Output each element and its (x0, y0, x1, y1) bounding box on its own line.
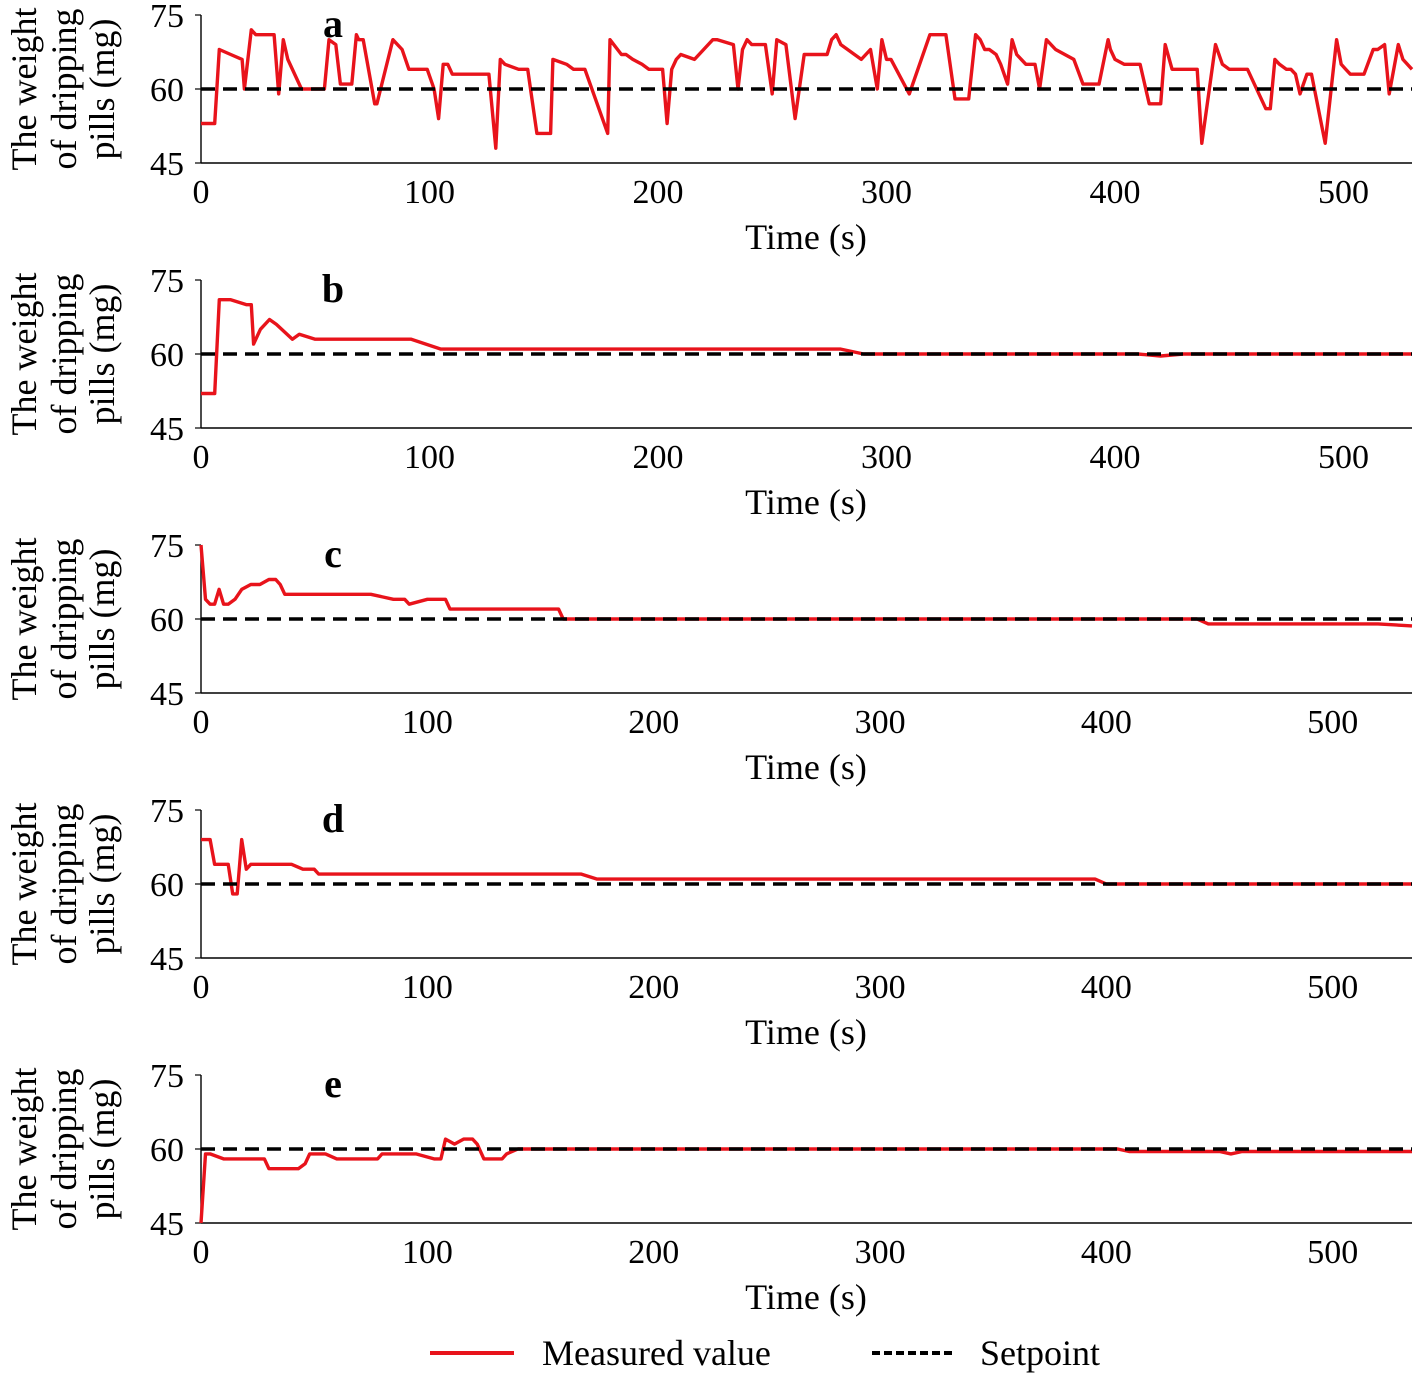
y-tick-label: 45 (150, 941, 184, 978)
legend-label-setpoint: Setpoint (980, 1333, 1101, 1373)
x-tick-label: 100 (402, 1234, 453, 1271)
y-tick-label: 45 (150, 146, 184, 183)
x-tick-label: 200 (628, 969, 679, 1006)
x-tick-label: 400 (1089, 174, 1140, 211)
measured-value-line (201, 837, 1412, 896)
y-axis-title-line: of dripping (44, 274, 84, 435)
y-tick-label: 60 (150, 602, 184, 639)
x-tick-label: 500 (1307, 1234, 1358, 1271)
x-tick-label: 100 (402, 969, 453, 1006)
x-tick-label: 500 (1307, 969, 1358, 1006)
y-tick-label: 60 (150, 337, 184, 374)
chart-panel-d: 45 60 75 0 100 200 300 400 500 Time (s) The weight… (4, 793, 1412, 1052)
y-tick-label: 45 (150, 676, 184, 713)
x-tick-label: 100 (402, 704, 453, 741)
panel-label: c (324, 531, 342, 576)
x-tick-label: 400 (1089, 439, 1140, 476)
x-tick-label: 200 (632, 439, 683, 476)
panel-label: a (323, 1, 343, 46)
legend-swatch-setpoint (872, 1351, 952, 1355)
x-tick-label: 300 (855, 704, 906, 741)
y-axis-title-line: pills (mg) (82, 19, 122, 160)
measured-value-line (199, 1137, 1412, 1224)
figure-panels: 45 60 75 0 100 200 300 400 500 Time (s) The weight… (4, 0, 1414, 1317)
x-tick-label: 300 (861, 174, 912, 211)
y-axis-title-line: pills (mg) (82, 549, 122, 690)
chart-panel-c: 45 60 75 0 100 200 300 400 500 Time (s) The weight… (4, 528, 1413, 787)
y-axis-title-line: pills (mg) (82, 814, 122, 955)
panel-label: e (324, 1061, 342, 1106)
y-axis-title-line: The weight (4, 803, 44, 966)
y-tick-label: 75 (150, 1058, 184, 1095)
x-axis-title: Time (s) (745, 217, 867, 257)
x-tick-label: 500 (1318, 174, 1369, 211)
legend-item-setpoint: Setpoint (872, 1330, 1100, 1376)
x-axis-title: Time (s) (745, 1012, 867, 1052)
measured-value-line (201, 298, 1412, 396)
x-tick-label: 0 (193, 174, 210, 211)
x-tick-label: 0 (193, 969, 210, 1006)
legend: Measured value Setpoint (430, 1330, 1150, 1376)
y-axis-title-line: The weight (4, 273, 44, 436)
panel-label: b (322, 266, 344, 311)
x-axis-title: Time (s) (745, 747, 867, 787)
legend-label-measured: Measured value (542, 1333, 771, 1373)
x-tick-label: 500 (1318, 439, 1369, 476)
chart-panel-e: 45 60 75 0 100 200 300 400 500 Time (s) The weight… (4, 1058, 1412, 1317)
x-tick-label: 300 (855, 969, 906, 1006)
y-axis-title-line: of dripping (44, 539, 84, 700)
y-axis-title-line: pills (mg) (82, 284, 122, 425)
x-tick-label: 400 (1081, 969, 1132, 1006)
x-tick-label: 200 (628, 704, 679, 741)
x-tick-label: 0 (193, 704, 210, 741)
y-tick-label: 75 (150, 0, 184, 35)
chart-panel-a: 45 60 75 0 100 200 300 400 500 Time (s) The weight… (4, 0, 1414, 257)
y-axis-title-line: pills (mg) (82, 1079, 122, 1220)
y-tick-label: 75 (150, 528, 184, 565)
x-tick-label: 200 (632, 174, 683, 211)
x-tick-label: 100 (404, 439, 455, 476)
y-axis-title-line: of dripping (44, 1069, 84, 1230)
chart-panel-b: 45 60 75 0 100 200 300 400 500 Time (s) The weight… (4, 263, 1412, 522)
x-tick-label: 0 (193, 1234, 210, 1271)
y-axis-title-line: The weight (4, 1068, 44, 1231)
measured-value-line (199, 544, 1413, 628)
panel-label: d (322, 796, 344, 841)
y-axis-title-line: of dripping (44, 804, 84, 965)
y-tick-label: 45 (150, 1206, 184, 1243)
x-tick-label: 100 (404, 174, 455, 211)
legend-swatch-measured (430, 1351, 514, 1355)
x-tick-label: 300 (855, 1234, 906, 1271)
x-tick-label: 0 (193, 439, 210, 476)
legend-item-measured: Measured value (430, 1330, 771, 1376)
y-tick-label: 60 (150, 867, 184, 904)
measured-value-line (201, 28, 1414, 150)
x-tick-label: 400 (1081, 704, 1132, 741)
x-tick-label: 500 (1307, 704, 1358, 741)
y-tick-label: 75 (150, 263, 184, 300)
y-tick-label: 45 (150, 411, 184, 448)
x-axis-title: Time (s) (745, 482, 867, 522)
x-tick-label: 300 (861, 439, 912, 476)
x-tick-label: 400 (1081, 1234, 1132, 1271)
x-axis-title: Time (s) (745, 1277, 867, 1317)
y-tick-label: 75 (150, 793, 184, 830)
y-tick-label: 60 (150, 72, 184, 109)
x-tick-label: 200 (628, 1234, 679, 1271)
y-axis-title-line: The weight (4, 538, 44, 701)
y-axis-title-line: of dripping (44, 9, 84, 170)
y-tick-label: 60 (150, 1132, 184, 1169)
y-axis-title-line: The weight (4, 8, 44, 171)
